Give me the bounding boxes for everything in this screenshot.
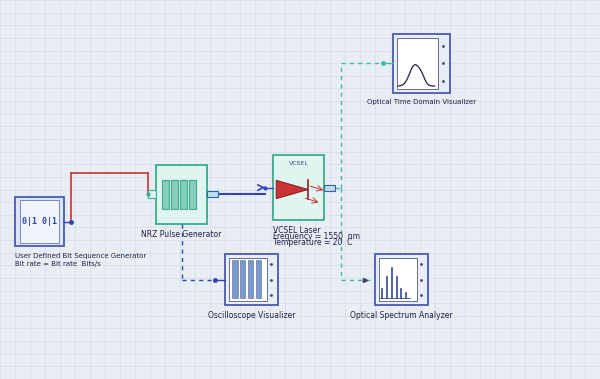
Bar	[379, 258, 416, 301]
Text: User Defined Bit Sequence Generator: User Defined Bit Sequence Generator	[15, 253, 146, 259]
Text: VCSEL Laser: VCSEL Laser	[273, 226, 320, 235]
FancyBboxPatch shape	[273, 155, 324, 220]
Text: NRZ Pulse Generator: NRZ Pulse Generator	[142, 230, 221, 240]
Bar	[232, 260, 238, 298]
FancyBboxPatch shape	[375, 254, 428, 305]
Text: VCSEL: VCSEL	[289, 161, 308, 166]
FancyBboxPatch shape	[393, 34, 450, 93]
Text: 0|1 0|1: 0|1 0|1	[22, 217, 57, 226]
Polygon shape	[277, 180, 308, 199]
Text: Optical Spectrum Analyzer: Optical Spectrum Analyzer	[350, 311, 453, 320]
Bar	[256, 260, 261, 298]
Bar	[148, 191, 156, 198]
Text: Temperature = 20  C: Temperature = 20 C	[273, 238, 352, 247]
FancyBboxPatch shape	[225, 254, 278, 305]
Text: Bit rate = Bit rate  Bits/s: Bit rate = Bit rate Bits/s	[15, 261, 101, 267]
Bar	[162, 180, 169, 209]
FancyBboxPatch shape	[15, 197, 64, 246]
Text: Frequency = 1550  nm: Frequency = 1550 nm	[273, 232, 360, 241]
Bar	[229, 258, 266, 301]
Bar	[189, 180, 196, 209]
Text: Oscilloscope Visualizer: Oscilloscope Visualizer	[208, 311, 295, 320]
Bar	[397, 38, 437, 89]
Bar	[171, 180, 178, 209]
Bar	[207, 191, 218, 197]
Bar	[20, 200, 59, 243]
Bar	[180, 180, 187, 209]
Text: Optical Time Domain Visualizer: Optical Time Domain Visualizer	[367, 99, 476, 105]
Bar	[248, 260, 253, 298]
FancyBboxPatch shape	[156, 165, 207, 224]
Bar	[324, 185, 335, 191]
Bar	[240, 260, 245, 298]
